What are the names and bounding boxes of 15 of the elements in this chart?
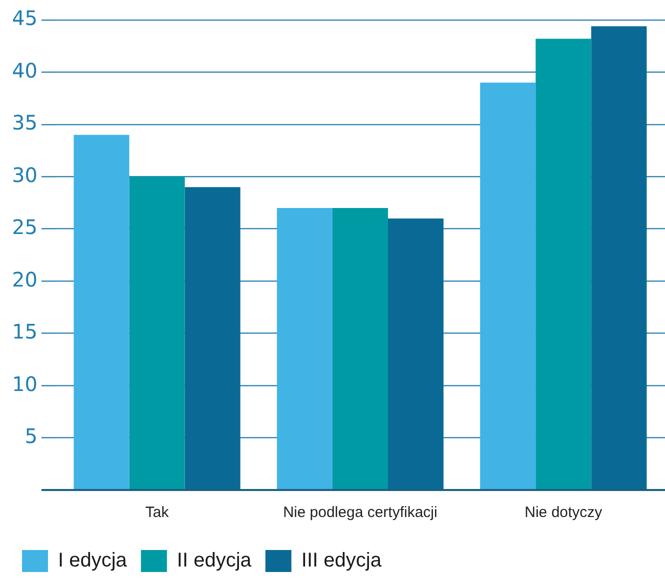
y-tick-label: 30 bbox=[12, 162, 38, 187]
y-tick-label: 10 bbox=[12, 372, 38, 396]
x-tick-label: Nie podlega certyfikacji bbox=[283, 504, 438, 522]
y-tick-label: 35 bbox=[12, 110, 38, 135]
y-tick-label: 15 bbox=[12, 320, 38, 344]
legend-label: II edycja bbox=[176, 550, 252, 572]
legend-label: I edycja bbox=[58, 550, 128, 572]
y-tick-label: 20 bbox=[12, 267, 38, 292]
y-tick-label: 40 bbox=[12, 58, 38, 82]
x-tick-label: Tak bbox=[145, 504, 170, 522]
y-tick-label: 5 bbox=[24, 424, 38, 448]
legend-label: III edycja bbox=[301, 550, 382, 572]
x-tick-label: Nie dotyczy bbox=[524, 504, 603, 522]
y-tick-label: 25 bbox=[12, 215, 38, 240]
y-tick-label: 45 bbox=[12, 6, 38, 30]
